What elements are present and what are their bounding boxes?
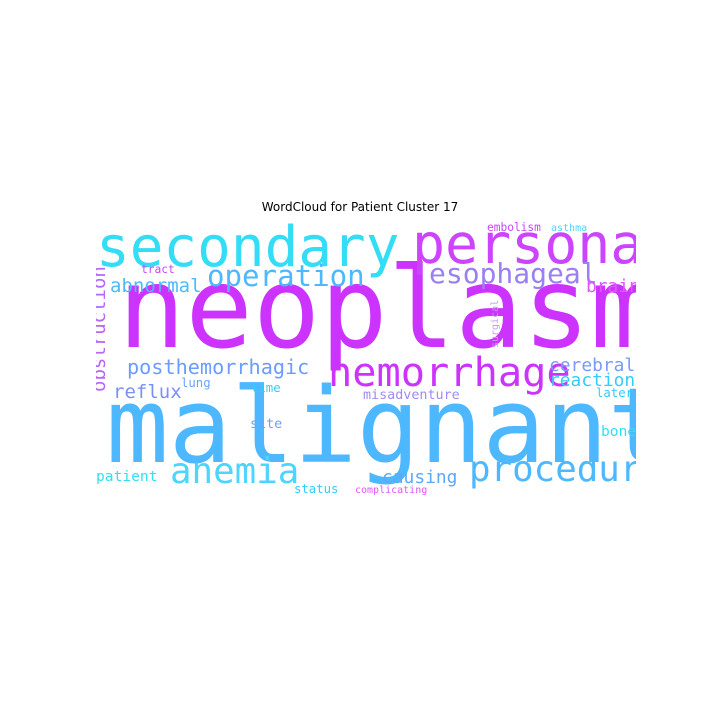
word-causing: causing [382,467,457,488]
word-cerebral: cerebral [549,355,635,376]
word-obstruction: obstruction [96,266,110,392]
word-misadventure: misadventure [363,388,460,403]
word-embolism: embolism [487,221,541,234]
word-site: site [250,417,282,432]
word-anemia: anemia [170,451,299,492]
word-hemorrhage: hemorrhage [328,349,571,396]
word-complicating: complicating [355,485,427,496]
word-later: later [596,386,633,400]
word-patient: patient [96,468,158,485]
word-time: time [251,381,281,395]
word-bone: bone [601,423,636,440]
word-surgical: surgical [490,300,501,348]
word-status: status [294,482,338,496]
word-tract: tract [141,263,175,276]
word-esophageal: esophageal [429,257,598,290]
word-lung: lung [181,376,211,390]
word-secondary: secondary [96,219,399,280]
word-brain: brain [586,276,636,297]
word-reaction: reaction [549,370,635,391]
word-procedure: procedure [469,449,636,490]
word-malignant: malignant [106,365,636,487]
word-asthma: asthma [551,223,587,234]
word-operation: operation [207,259,365,293]
chart-title: WordCloud for Patient Cluster 17 [261,200,459,214]
word-personal: personal [412,219,636,276]
word-reflux: reflux [113,381,182,403]
word-posthemorrhagic: posthemorrhagic [127,355,309,379]
word-abnormal: abnormal [110,275,202,297]
word-neoplasm: neoplasm [118,244,636,374]
